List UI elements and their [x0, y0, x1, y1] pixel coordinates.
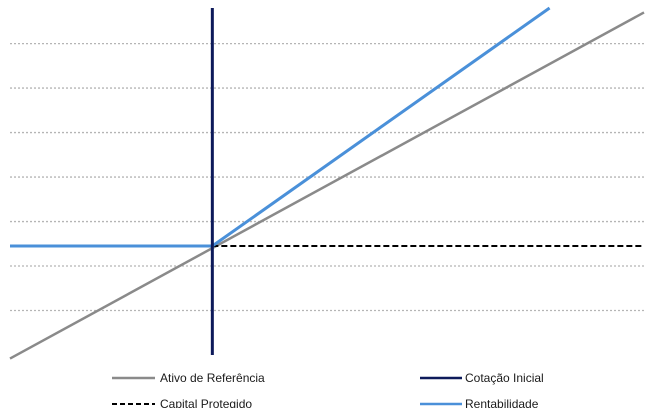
series-line-ativo — [9, 11, 645, 360]
series-lines — [9, 6, 645, 360]
legend-item-rentabilidade: Rentabilidade — [420, 397, 539, 408]
legend-item-ativo: Ativo de Referência — [112, 371, 265, 385]
legend-label-rentabilidade: Rentabilidade — [465, 397, 539, 408]
legend-item-cotacao: Cotação Inicial — [420, 371, 544, 385]
legend-label-ativo: Ativo de Referência — [160, 371, 265, 385]
legend-label-cotacao: Cotação Inicial — [465, 371, 544, 385]
gridlines — [10, 42, 644, 312]
legend: Ativo de Referência Cotação Inicial Capi… — [112, 371, 544, 408]
legend-item-capital: Capital Protegido — [112, 397, 252, 408]
legend-label-capital: Capital Protegido — [160, 397, 252, 408]
